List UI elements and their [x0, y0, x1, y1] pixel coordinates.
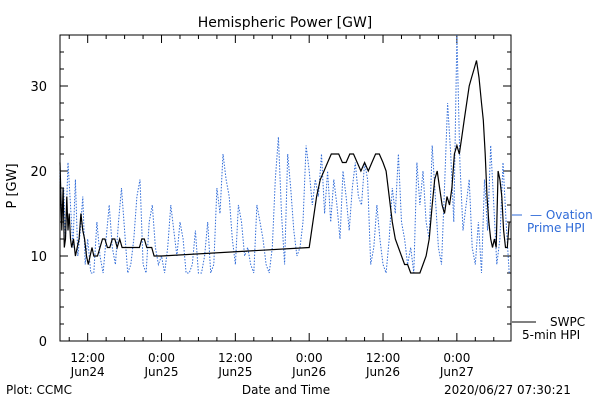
plot-frame	[59, 34, 512, 342]
y-tick-label: 30	[30, 80, 47, 95]
x-tick-date: Jun26	[291, 365, 326, 379]
x-tick-date: Jun27	[439, 365, 474, 379]
y-axis-label: P [GW]	[5, 163, 20, 208]
x-tick-time: 0:00	[148, 351, 175, 365]
x-tick-date: Jun26	[365, 365, 400, 379]
y-axis-ticks: 0 10 20 30	[30, 34, 511, 350]
y-tick-label: 10	[30, 250, 47, 265]
ovation-legend-line2: Prime HPI	[527, 221, 585, 235]
x-axis-ticks: 12:00Jun240:00Jun2512:00Jun250:00Jun2612…	[68, 35, 495, 379]
ovation-legend-line1: — Ovation	[530, 208, 593, 222]
chart-title: Hemispheric Power [GW]	[198, 15, 373, 31]
ovation-prime-series	[59, 34, 510, 274]
x-axis-label: Date and Time	[242, 383, 330, 397]
swpc-series	[59, 60, 510, 274]
x-tick-time: 0:00	[443, 351, 470, 365]
x-tick-date: Jun25	[217, 365, 252, 379]
swpc-legend-line1: SWPC	[550, 315, 585, 329]
x-tick-time: 12:00	[218, 351, 253, 365]
swpc-legend: SWPC 5-min HPI	[512, 315, 585, 342]
x-tick-time: 12:00	[70, 351, 105, 365]
x-tick-time: 12:00	[366, 351, 401, 365]
series-lines	[59, 34, 510, 274]
swpc-legend-line2: 5-min HPI	[522, 328, 580, 342]
y-tick-label: 20	[30, 165, 47, 180]
x-tick-time: 0:00	[296, 351, 323, 365]
x-tick-date: Jun25	[144, 365, 179, 379]
plot-credit: Plot: CCMC	[6, 383, 72, 397]
y-tick-label: 0	[39, 335, 47, 350]
plot-timestamp: 2020/06/27 07:30:21	[444, 383, 571, 397]
x-tick-date: Jun24	[70, 365, 105, 379]
ovation-legend: — Ovation Prime HPI	[512, 208, 593, 235]
